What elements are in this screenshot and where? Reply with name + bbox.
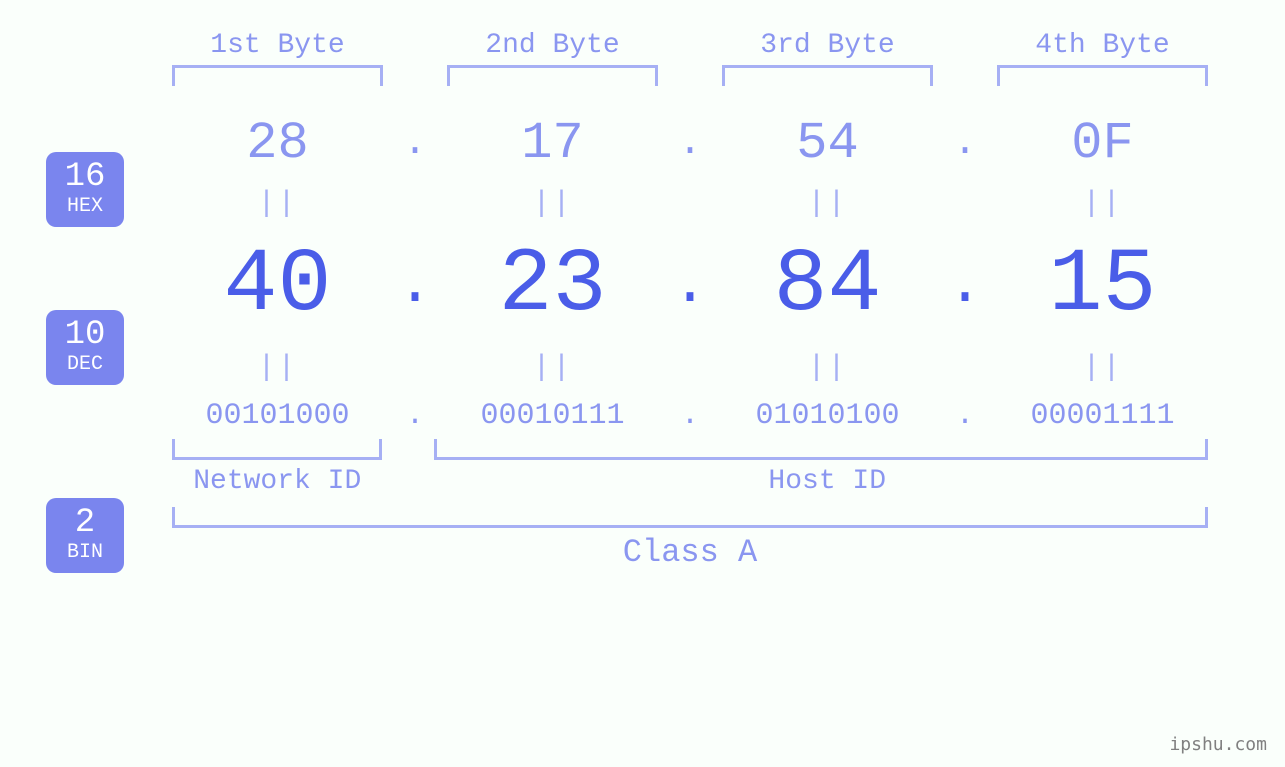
hex-byte-1: 28 xyxy=(160,114,395,173)
dec-byte-3: 84 xyxy=(710,235,945,337)
network-id-bracket xyxy=(172,439,382,460)
equals-icon: || xyxy=(435,187,670,221)
equals-icon: || xyxy=(160,187,395,221)
byte-bracket-top xyxy=(722,65,933,86)
bin-sep: . xyxy=(395,399,435,433)
equals-icon: || xyxy=(985,351,1220,385)
bin-sep: . xyxy=(670,399,710,433)
hex-byte-2: 17 xyxy=(435,114,670,173)
dec-sep: . xyxy=(395,252,435,320)
dec-byte-1: 40 xyxy=(160,235,395,337)
hex-sep: . xyxy=(670,121,710,166)
bin-byte-1: 00101000 xyxy=(160,399,395,433)
dec-sep: . xyxy=(670,252,710,320)
badge-hex-num: 16 xyxy=(46,160,124,196)
badge-dec-txt: DEC xyxy=(46,354,124,375)
class-label: Class A xyxy=(160,534,1220,571)
hex-sep: . xyxy=(945,121,985,166)
byte-header-3: 3rd Byte xyxy=(710,30,945,61)
equals-icon: || xyxy=(160,351,395,385)
byte-header-2: 2nd Byte xyxy=(435,30,670,61)
bin-byte-3: 01010100 xyxy=(710,399,945,433)
bin-byte-2: 00010111 xyxy=(435,399,670,433)
ip-diagram: 1st Byte 2nd Byte 3rd Byte 4th Byte 28 .… xyxy=(160,30,1220,571)
badge-bin-num: 2 xyxy=(46,506,124,542)
badge-dec-num: 10 xyxy=(46,318,124,354)
host-id-bracket xyxy=(434,439,1208,460)
base-badge-bin: 2 BIN xyxy=(46,498,124,573)
byte-header-4: 4th Byte xyxy=(985,30,1220,61)
byte-bracket-top xyxy=(997,65,1208,86)
equals-icon: || xyxy=(985,187,1220,221)
dec-byte-2: 23 xyxy=(435,235,670,337)
host-id-label: Host ID xyxy=(434,466,1220,497)
network-id-label: Network ID xyxy=(160,466,394,497)
hex-sep: . xyxy=(395,121,435,166)
dec-sep: . xyxy=(945,252,985,320)
base-badge-dec: 10 DEC xyxy=(46,310,124,385)
byte-bracket-top xyxy=(447,65,658,86)
byte-bracket-top xyxy=(172,65,383,86)
class-bracket xyxy=(172,507,1208,528)
equals-icon: || xyxy=(710,351,945,385)
badge-bin-txt: BIN xyxy=(46,542,124,563)
equals-icon: || xyxy=(435,351,670,385)
dec-byte-4: 15 xyxy=(985,235,1220,337)
watermark: ipshu.com xyxy=(1169,734,1267,755)
bin-byte-4: 00001111 xyxy=(985,399,1220,433)
equals-icon: || xyxy=(710,187,945,221)
hex-byte-3: 54 xyxy=(710,114,945,173)
hex-byte-4: 0F xyxy=(985,114,1220,173)
base-badge-hex: 16 HEX xyxy=(46,152,124,227)
badge-hex-txt: HEX xyxy=(46,196,124,217)
byte-header-1: 1st Byte xyxy=(160,30,395,61)
bin-sep: . xyxy=(945,399,985,433)
